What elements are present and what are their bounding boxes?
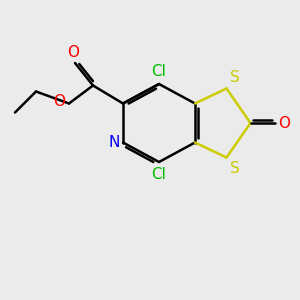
Text: S: S: [230, 70, 240, 85]
Text: N: N: [108, 135, 119, 150]
Text: O: O: [53, 94, 65, 110]
Text: O: O: [68, 45, 80, 60]
Text: O: O: [278, 116, 290, 130]
Text: Cl: Cl: [152, 64, 166, 79]
Text: Cl: Cl: [152, 167, 166, 182]
Text: S: S: [230, 161, 240, 176]
